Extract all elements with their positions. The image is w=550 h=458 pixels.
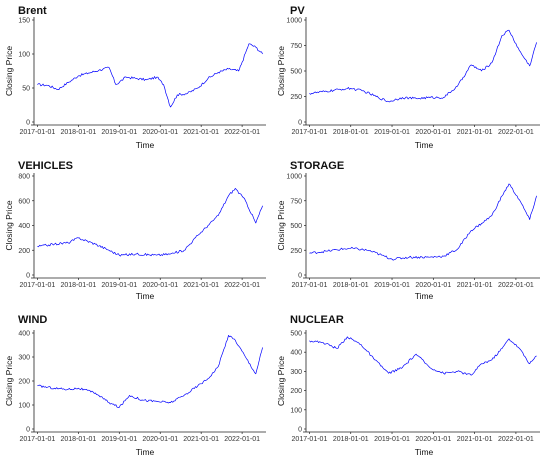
x-tick-label: 2017-01-01 (292, 436, 328, 443)
x-axis-label: Time (415, 140, 434, 150)
x-tick-label: 2017-01-01 (292, 129, 328, 136)
y-tick-label: 500 (290, 223, 302, 230)
y-axis-label: Closing Price (4, 46, 14, 96)
panel-title: STORAGE (290, 160, 344, 172)
y-tick-label: 300 (18, 355, 30, 362)
x-tick-label: 2019-01-01 (374, 436, 410, 443)
y-tick-label: 400 (18, 331, 30, 338)
y-tick-label: 750 (290, 198, 302, 205)
x-tick-label: 2017-01-01 (292, 282, 328, 289)
y-tick-label: 50 (22, 86, 30, 93)
y-tick-label: 100 (18, 403, 30, 410)
x-tick-label: 2019-01-01 (374, 282, 410, 289)
y-tick-label: 100 (18, 52, 30, 59)
y-tick-label: 600 (18, 198, 30, 205)
x-tick-label: 2021-01-01 (183, 282, 219, 289)
x-tick-label: 2017-01-01 (20, 436, 56, 443)
panel-title: WIND (18, 314, 47, 326)
x-tick-label: 2021-01-01 (457, 129, 493, 136)
panel-title: Brent (18, 5, 47, 17)
x-tick-label: 2017-01-01 (20, 282, 56, 289)
y-tick-label: 400 (290, 350, 302, 357)
y-tick-label: 250 (290, 248, 302, 255)
x-tick-label: 2020-01-01 (142, 282, 178, 289)
x-tick-label: 2021-01-01 (183, 436, 219, 443)
x-tick-label: 2018-01-01 (333, 436, 369, 443)
y-tick-label: 100 (290, 407, 302, 414)
x-tick-label: 2019-01-01 (374, 129, 410, 136)
x-tick-label: 2020-01-01 (415, 282, 451, 289)
x-tick-label: 2022-01-01 (224, 129, 260, 136)
y-tick-label: 500 (290, 331, 302, 338)
y-tick-label: 150 (18, 18, 30, 25)
panel-title: NUCLEAR (290, 314, 344, 326)
y-tick-label: 750 (290, 43, 302, 50)
y-tick-label: 0 (26, 427, 30, 434)
x-axis-label: Time (136, 140, 155, 150)
y-tick-label: 0 (298, 120, 302, 127)
price-series-line (309, 183, 537, 261)
y-tick-label: 400 (18, 223, 30, 230)
x-tick-label: 2019-01-01 (101, 282, 137, 289)
x-tick-label: 2020-01-01 (142, 436, 178, 443)
y-tick-label: 200 (18, 379, 30, 386)
price-series-line (309, 29, 537, 103)
x-tick-label: 2022-01-01 (498, 282, 534, 289)
x-tick-label: 2020-01-01 (142, 129, 178, 136)
x-tick-label: 2019-01-01 (101, 129, 137, 136)
x-tick-label: 2022-01-01 (224, 282, 260, 289)
y-tick-label: 0 (26, 120, 30, 127)
x-axis-label: Time (415, 447, 434, 457)
y-tick-label: 200 (290, 388, 302, 395)
x-axis-label: Time (136, 291, 155, 301)
price-series-line (37, 43, 263, 108)
x-tick-label: 2022-01-01 (498, 436, 534, 443)
x-tick-label: 2022-01-01 (498, 129, 534, 136)
x-tick-label: 2018-01-01 (60, 129, 96, 136)
x-axis-label: Time (136, 447, 155, 457)
x-tick-label: 2021-01-01 (183, 129, 219, 136)
x-tick-label: 2018-01-01 (333, 129, 369, 136)
y-tick-label: 1000 (286, 18, 302, 25)
x-axis-label: Time (415, 291, 434, 301)
y-tick-label: 500 (290, 69, 302, 76)
x-tick-label: 2021-01-01 (457, 282, 493, 289)
y-axis-label: Closing Price (276, 356, 286, 406)
x-tick-label: 2022-01-01 (224, 436, 260, 443)
y-tick-label: 300 (290, 369, 302, 376)
x-tick-label: 2017-01-01 (20, 129, 56, 136)
y-axis-label: Closing Price (276, 200, 286, 250)
y-tick-label: 0 (26, 273, 30, 280)
x-tick-label: 2018-01-01 (333, 282, 369, 289)
x-tick-label: 2019-01-01 (101, 436, 137, 443)
y-tick-label: 800 (18, 174, 30, 181)
y-axis-label: Closing Price (276, 46, 286, 96)
x-tick-label: 2018-01-01 (60, 436, 96, 443)
panel-title: VEHICLES (18, 160, 73, 172)
y-tick-label: 1000 (286, 174, 302, 181)
x-tick-label: 2021-01-01 (457, 436, 493, 443)
y-axis-label: Closing Price (4, 200, 14, 250)
y-axis-label: Closing Price (4, 356, 14, 406)
x-tick-label: 2020-01-01 (415, 129, 451, 136)
x-tick-label: 2018-01-01 (60, 282, 96, 289)
y-tick-label: 0 (298, 427, 302, 434)
panel-title: PV (290, 5, 305, 17)
x-tick-label: 2020-01-01 (415, 436, 451, 443)
price-series-line (37, 188, 263, 257)
y-tick-label: 250 (290, 94, 302, 101)
y-tick-label: 200 (18, 248, 30, 255)
price-series-line (37, 335, 263, 408)
y-tick-label: 0 (298, 273, 302, 280)
price-series-line (309, 336, 537, 376)
